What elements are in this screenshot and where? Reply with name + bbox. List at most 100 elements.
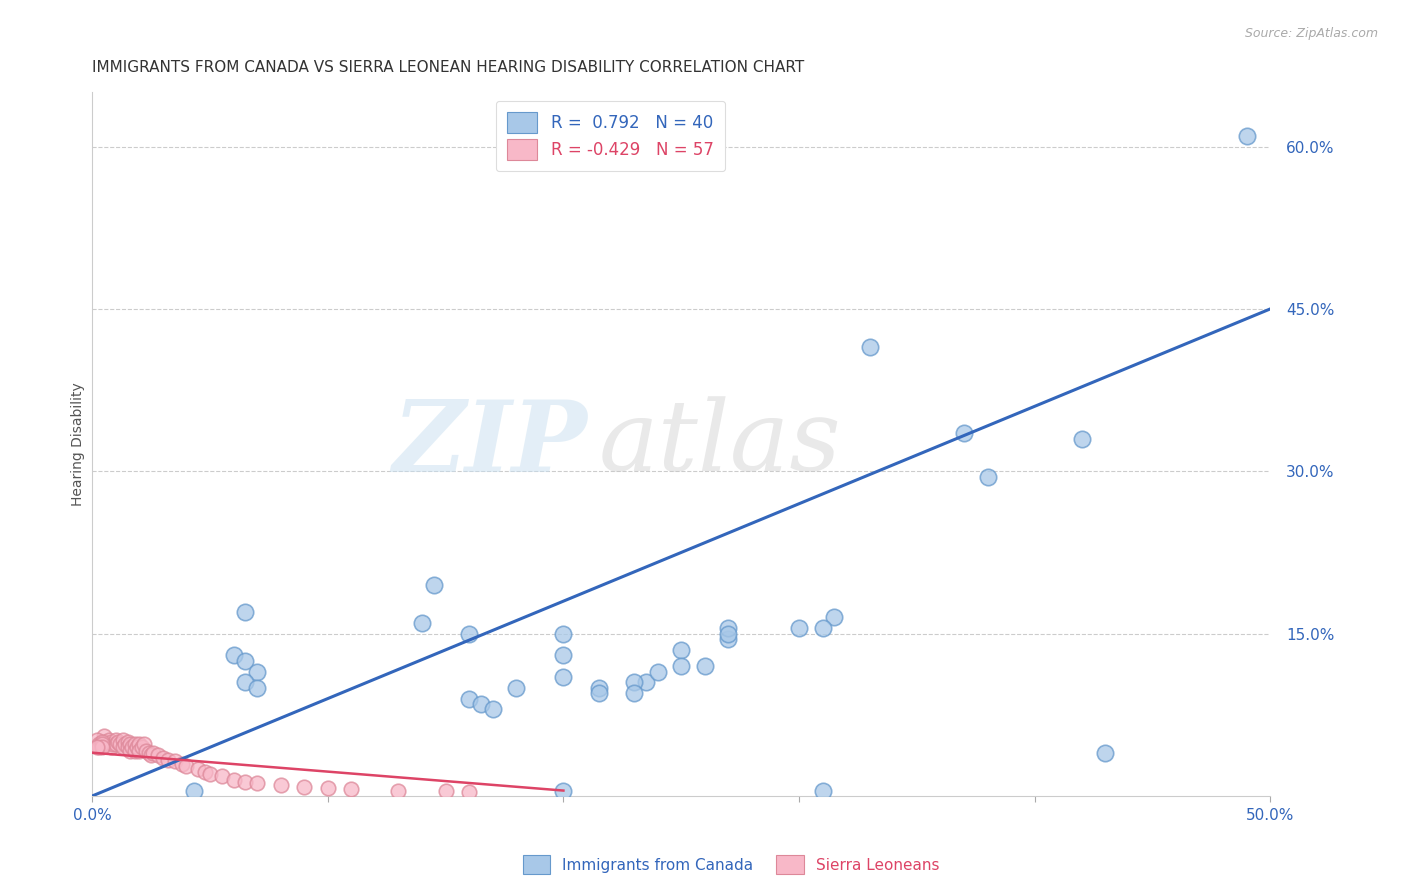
- Point: [132, 737, 155, 751]
- Point: [110, 737, 132, 751]
- Point: [104, 732, 127, 747]
- Point: [198, 767, 221, 781]
- Point: [787, 621, 810, 635]
- Point: [671, 659, 693, 673]
- Point: [505, 681, 527, 695]
- Point: [1070, 432, 1092, 446]
- Point: [717, 626, 740, 640]
- Point: [233, 654, 256, 668]
- Point: [146, 747, 169, 762]
- Point: [118, 737, 141, 751]
- Point: [86, 732, 108, 747]
- Point: [458, 691, 481, 706]
- Point: [93, 730, 115, 744]
- Point: [97, 732, 120, 747]
- Point: [89, 740, 111, 755]
- Point: [1236, 128, 1258, 143]
- Point: [316, 781, 339, 796]
- Point: [142, 746, 165, 760]
- Point: [588, 681, 610, 695]
- Point: [976, 469, 998, 483]
- Legend: R =  0.792   N = 40, R = -0.429   N = 57: R = 0.792 N = 40, R = -0.429 N = 57: [496, 101, 725, 171]
- Point: [156, 753, 179, 767]
- Text: Source: ZipAtlas.com: Source: ZipAtlas.com: [1244, 27, 1378, 40]
- Point: [100, 735, 122, 749]
- Point: [1094, 746, 1116, 760]
- Point: [111, 740, 134, 755]
- Point: [553, 670, 575, 684]
- Point: [128, 743, 150, 757]
- Point: [246, 665, 269, 679]
- Point: [111, 732, 134, 747]
- Point: [811, 783, 834, 797]
- Point: [117, 735, 139, 749]
- Point: [125, 740, 148, 755]
- Point: [233, 775, 256, 789]
- Point: [717, 621, 740, 635]
- Point: [553, 648, 575, 663]
- Point: [246, 776, 269, 790]
- Point: [194, 765, 217, 780]
- Point: [647, 665, 669, 679]
- Point: [222, 648, 245, 663]
- Point: [131, 740, 153, 755]
- Point: [270, 778, 292, 792]
- Point: [96, 737, 118, 751]
- Point: [671, 643, 693, 657]
- Point: [623, 675, 645, 690]
- Point: [811, 621, 834, 635]
- Point: [86, 740, 108, 755]
- Point: [434, 783, 457, 797]
- Point: [292, 780, 315, 795]
- Point: [423, 578, 446, 592]
- Point: [90, 735, 112, 749]
- Point: [340, 782, 363, 797]
- Y-axis label: Hearing Disability: Hearing Disability: [72, 383, 86, 506]
- Legend: Immigrants from Canada, Sierra Leoneans: Immigrants from Canada, Sierra Leoneans: [516, 849, 946, 880]
- Point: [100, 740, 122, 755]
- Point: [163, 755, 186, 769]
- Point: [481, 702, 503, 716]
- Point: [121, 740, 143, 755]
- Point: [246, 681, 269, 695]
- Point: [117, 740, 139, 755]
- Point: [233, 605, 256, 619]
- Point: [138, 746, 160, 760]
- Point: [124, 743, 146, 757]
- Text: ZIP: ZIP: [392, 396, 586, 492]
- Point: [387, 783, 409, 797]
- Point: [553, 626, 575, 640]
- Point: [183, 783, 205, 797]
- Point: [103, 737, 125, 751]
- Point: [139, 747, 162, 762]
- Point: [114, 737, 136, 751]
- Point: [124, 737, 146, 751]
- Point: [176, 758, 198, 772]
- Point: [233, 675, 256, 690]
- Point: [152, 751, 174, 765]
- Text: IMMIGRANTS FROM CANADA VS SIERRA LEONEAN HEARING DISABILITY CORRELATION CHART: IMMIGRANTS FROM CANADA VS SIERRA LEONEAN…: [93, 60, 804, 75]
- Point: [128, 737, 150, 751]
- Point: [118, 743, 141, 757]
- Point: [458, 785, 481, 799]
- Point: [170, 756, 193, 771]
- Point: [411, 615, 433, 630]
- Point: [623, 686, 645, 700]
- Point: [135, 743, 157, 757]
- Point: [90, 740, 112, 755]
- Point: [823, 610, 845, 624]
- Point: [717, 632, 740, 646]
- Point: [104, 737, 127, 751]
- Text: atlas: atlas: [599, 397, 842, 491]
- Point: [187, 762, 209, 776]
- Point: [211, 770, 233, 784]
- Point: [222, 772, 245, 787]
- Point: [588, 686, 610, 700]
- Point: [470, 697, 492, 711]
- Point: [693, 659, 716, 673]
- Point: [553, 783, 575, 797]
- Point: [859, 340, 882, 354]
- Point: [107, 735, 129, 749]
- Point: [953, 426, 976, 441]
- Point: [458, 626, 481, 640]
